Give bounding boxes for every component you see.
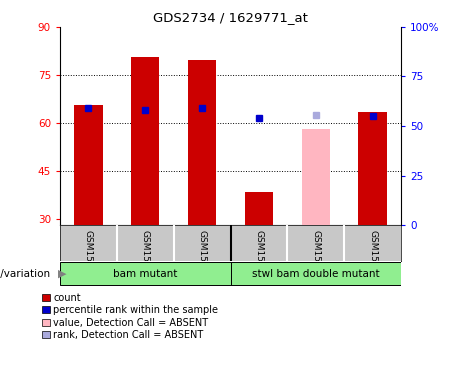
Text: GSM159287: GSM159287	[198, 230, 207, 285]
Text: GSM159289: GSM159289	[311, 230, 320, 285]
Bar	[245, 192, 273, 225]
Bar	[230, 262, 401, 285]
Text: GSM159285: GSM159285	[84, 230, 93, 285]
Text: GSM159286: GSM159286	[141, 230, 150, 285]
Text: stwl bam double mutant: stwl bam double mutant	[252, 268, 379, 279]
Bar	[131, 57, 160, 225]
Bar	[358, 112, 387, 225]
Text: ▶: ▶	[58, 268, 66, 279]
Text: GSM159288: GSM159288	[254, 230, 263, 285]
Title: GDS2734 / 1629771_at: GDS2734 / 1629771_at	[153, 11, 308, 24]
Text: GSM159290: GSM159290	[368, 230, 377, 285]
Bar	[188, 60, 216, 225]
Legend: count, percentile rank within the sample, value, Detection Call = ABSENT, rank, : count, percentile rank within the sample…	[42, 293, 219, 340]
Bar	[301, 129, 330, 225]
Text: genotype/variation: genotype/variation	[0, 268, 51, 279]
Bar	[74, 105, 102, 225]
Text: bam mutant: bam mutant	[113, 268, 177, 279]
Bar	[60, 262, 230, 285]
